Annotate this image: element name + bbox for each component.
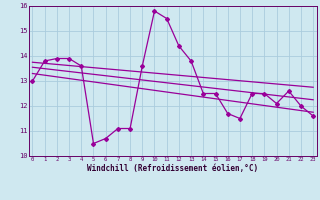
X-axis label: Windchill (Refroidissement éolien,°C): Windchill (Refroidissement éolien,°C) [87,164,258,173]
